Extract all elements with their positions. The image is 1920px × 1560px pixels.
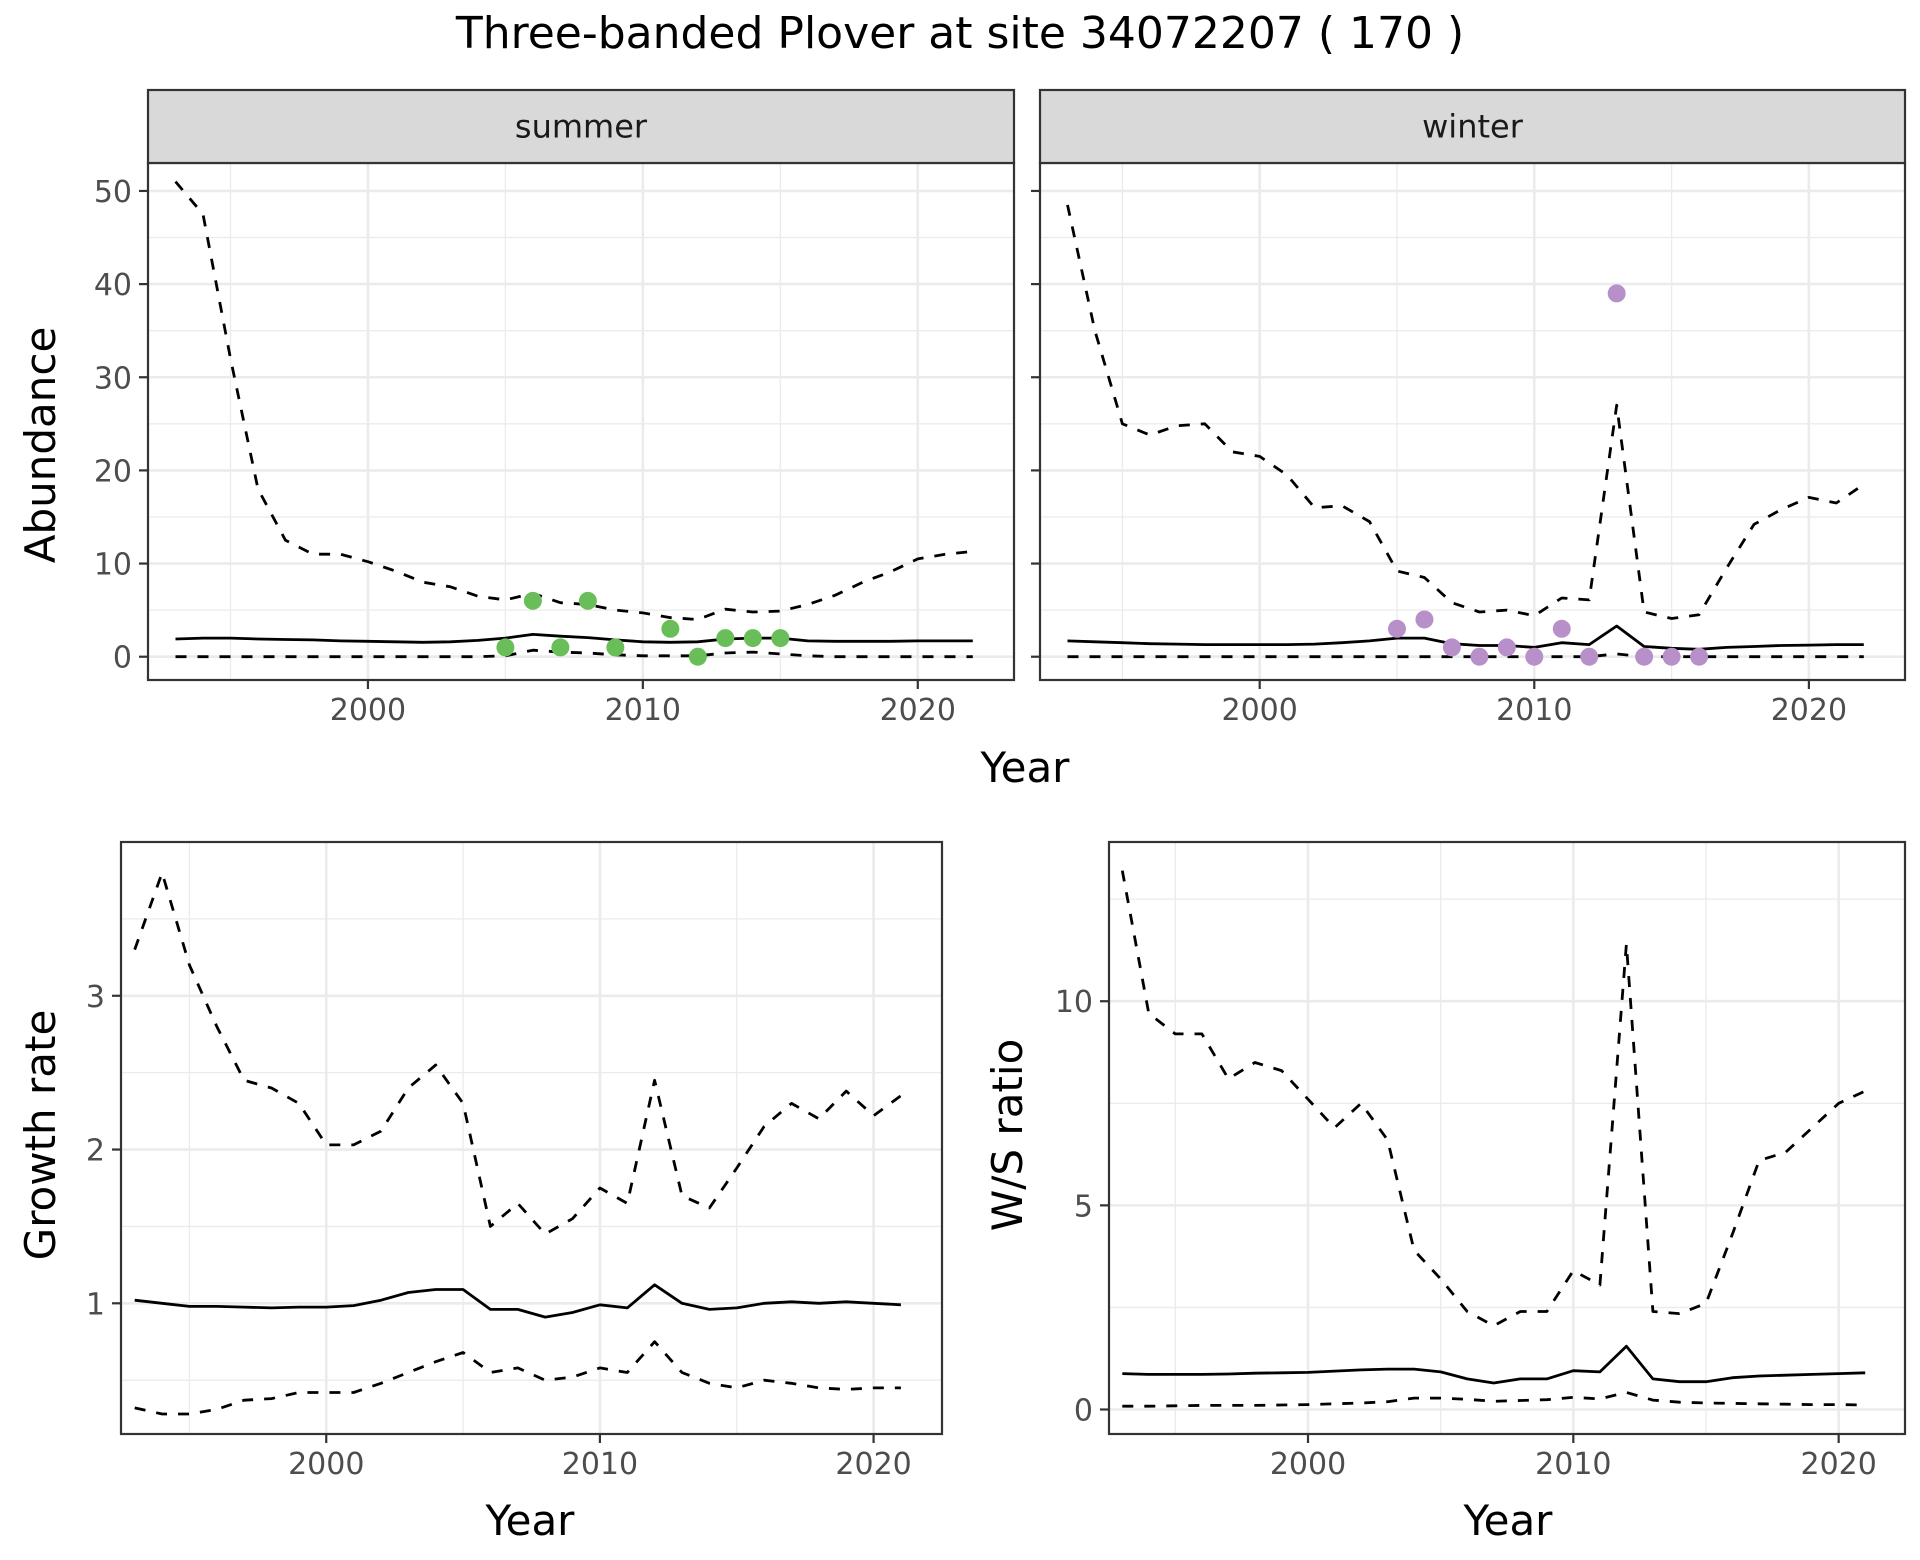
- confidence-bound-line: [175, 648, 973, 659]
- plot-area: [133, 871, 902, 1416]
- y-tick-label: 10: [94, 548, 132, 583]
- y-tick-label: 2: [86, 1134, 105, 1169]
- plot-area: [174, 180, 973, 666]
- confidence-bound-line: [1120, 870, 1866, 1328]
- data-point: [551, 638, 570, 657]
- estimate-line: [1122, 1344, 1866, 1385]
- panel-border: [119, 840, 944, 1436]
- x-tick-label: 2000: [288, 1447, 364, 1482]
- data-point: [1662, 647, 1681, 666]
- data-point: [1607, 284, 1626, 303]
- facet-strip-label: summer: [515, 108, 648, 146]
- x-tick-label: 2010: [1535, 1447, 1611, 1482]
- data-point: [1690, 647, 1709, 666]
- x-tick-label: 2010: [1496, 693, 1572, 728]
- y-tick-label: 30: [94, 361, 132, 396]
- ratio-x-axis-title: Year: [1463, 1496, 1554, 1545]
- data-point: [771, 629, 790, 648]
- growth-x-axis-title: Year: [485, 1496, 576, 1545]
- data-point: [1387, 619, 1406, 638]
- x-tick-label: 2010: [605, 693, 681, 728]
- confidence-bound-line: [1067, 652, 1864, 659]
- confidence-bound-line: [174, 180, 973, 621]
- panel-summer-abundance: summer 2000 2010 2020 0 10 20 30 40 50: [94, 88, 1016, 728]
- y-tick-label: 1: [86, 1287, 105, 1322]
- facet-strip: [1038, 88, 1907, 165]
- x-tick-label: 2020: [835, 1447, 911, 1482]
- data-point: [1470, 647, 1489, 666]
- confidence-bound-line: [134, 1340, 901, 1416]
- data-point: [523, 591, 542, 610]
- data-point: [1552, 619, 1571, 638]
- confidence-bound-line: [1122, 1391, 1866, 1408]
- y-tick-label: 40: [94, 268, 132, 303]
- growth-y-axis-title: Growth rate: [16, 1010, 65, 1261]
- panel-background: [121, 842, 942, 1434]
- facet-strip: [146, 88, 1016, 165]
- y-tick-label: 3: [86, 980, 105, 1015]
- top-y-axis-title: Abundance: [16, 327, 65, 564]
- panel-ws-ratio: 2000 2010 2020 0 5 10: [1055, 840, 1907, 1482]
- data-point: [1497, 638, 1516, 657]
- panel-winter-abundance: winter 2000 2010 2020: [1031, 88, 1907, 728]
- x-tick-label: 2020: [1800, 1447, 1876, 1482]
- facet-strip-label: winter: [1422, 108, 1524, 146]
- plot-area: [1120, 870, 1866, 1408]
- x-tick-label: 2020: [880, 693, 956, 728]
- panel-growth-rate: 2000 2010 2020 1 2 3: [86, 840, 944, 1482]
- data-point: [1442, 638, 1461, 657]
- data-point: [716, 629, 735, 648]
- x-tick-label: 2000: [1270, 1447, 1346, 1482]
- confidence-bound-line: [133, 871, 902, 1236]
- data-point: [1580, 647, 1599, 666]
- panel-background: [1040, 163, 1905, 680]
- data-point: [743, 629, 762, 648]
- data-point: [578, 591, 597, 610]
- y-tick-label: 5: [1074, 1189, 1093, 1224]
- plot-area: [1066, 204, 1865, 666]
- y-tick-label: 0: [113, 641, 132, 676]
- y-tick-label: 20: [94, 454, 132, 489]
- x-tick-label: 2020: [1771, 693, 1847, 728]
- y-tick-label: 0: [1074, 1394, 1093, 1429]
- panel-border: [1107, 840, 1907, 1436]
- data-point: [496, 638, 515, 657]
- y-tick-label: 50: [94, 175, 132, 210]
- estimate-line: [1067, 624, 1864, 651]
- data-point: [1635, 647, 1654, 666]
- data-point: [606, 638, 625, 657]
- x-tick-label: 2000: [1222, 693, 1298, 728]
- x-tick-label: 2010: [562, 1447, 638, 1482]
- x-tick-label: 2000: [330, 693, 406, 728]
- y-tick-label: 10: [1055, 985, 1093, 1020]
- confidence-bound-line: [1066, 204, 1865, 620]
- panel-background: [148, 163, 1014, 680]
- ratio-y-axis-title: W/S ratio: [983, 1039, 1032, 1232]
- estimate-line: [134, 1283, 901, 1319]
- estimate-line: [175, 633, 973, 644]
- data-point: [688, 647, 707, 666]
- top-x-axis-title: Year: [980, 743, 1071, 792]
- data-point: [661, 619, 680, 638]
- data-point: [1415, 610, 1434, 629]
- figure-title: Three-banded Plover at site 34072207 ( 1…: [455, 8, 1464, 59]
- data-point: [1525, 647, 1544, 666]
- panel-background: [1109, 842, 1905, 1434]
